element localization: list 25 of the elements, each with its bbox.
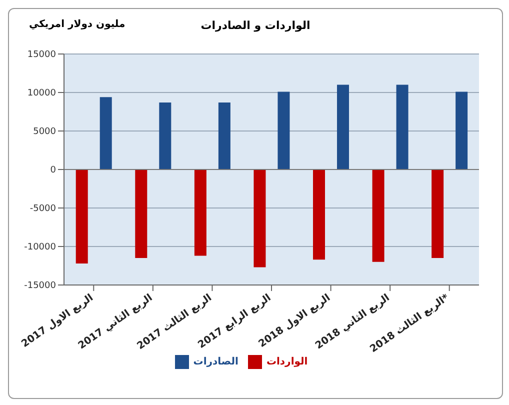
chart-title: الواردات و الصادرات: [200, 19, 310, 32]
bar: [278, 92, 290, 170]
bar: [100, 97, 112, 170]
y-tick-label: -10000: [24, 242, 56, 253]
y-tick-label: -5000: [30, 204, 56, 214]
bar: [456, 92, 468, 170]
bar: [432, 170, 444, 258]
bar: [194, 170, 206, 256]
y-axis-title: مليون دولار امريكي: [29, 19, 126, 30]
bar: [76, 170, 88, 264]
y-tick-label: 15000: [27, 50, 56, 60]
legend-label: الواردات: [266, 356, 308, 368]
bar: [396, 84, 408, 170]
y-tick-label: -15000: [24, 281, 56, 292]
bar: [254, 170, 266, 268]
y-tick-label: 10000: [27, 88, 56, 99]
bar: [135, 170, 148, 258]
bar: [159, 102, 172, 170]
bar: [313, 170, 325, 260]
bar: [337, 84, 349, 170]
bar: [372, 170, 384, 262]
legend-label: الصادرات: [193, 356, 238, 368]
y-tick-label: 0: [50, 166, 56, 176]
y-tick-label: 5000: [33, 127, 56, 138]
bar: [218, 102, 230, 170]
